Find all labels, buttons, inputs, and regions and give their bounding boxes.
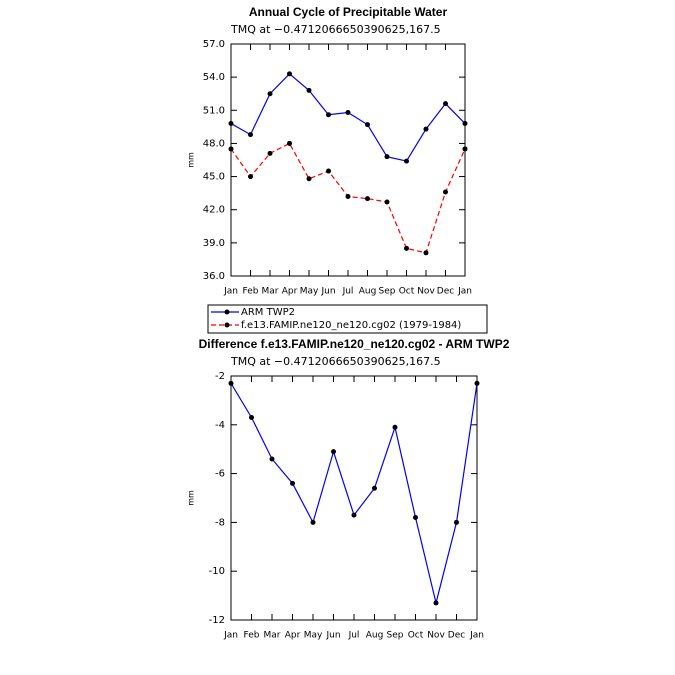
chart-title: Annual Cycle of Precipitable Water (249, 5, 448, 19)
legend-marker (224, 309, 230, 315)
y-tick-label: 54.0 (203, 72, 225, 83)
legend-box (207, 304, 488, 334)
x-tick-label: Jan (223, 631, 238, 641)
x-tick-label: Feb (243, 287, 259, 297)
data-point (351, 512, 357, 518)
plot-frame (230, 375, 478, 621)
data-point (248, 174, 253, 180)
x-tick-label: Nov (417, 287, 435, 297)
y-tick-label: 51.0 (203, 105, 225, 116)
x-tick-label: Apr (282, 287, 298, 297)
data-point (249, 414, 254, 420)
x-tick-label: Dec (437, 287, 454, 297)
chart-subtitle: TMQ at −0.4712066650390625,167.5 (230, 23, 441, 36)
y-tick-label: -8 (215, 517, 225, 528)
data-point (454, 519, 459, 525)
data-point (423, 126, 429, 132)
data-point (228, 146, 234, 152)
series-line (230, 383, 478, 604)
y-tick-label: -12 (209, 615, 225, 626)
data-point (287, 71, 292, 77)
legend-label: ARM TWP2 (241, 307, 295, 318)
y-tick-label: -10 (209, 566, 225, 577)
data-point (326, 112, 331, 118)
y-axis-label: mm (187, 152, 196, 168)
data-point (365, 122, 370, 128)
legend-label: f.e13.FAMIP.ne120_ne120.cg02 (1979-1984) (241, 320, 461, 331)
x-tick-label: Aug (359, 287, 377, 297)
data-point (269, 456, 275, 462)
data-point (267, 150, 273, 156)
data-point (310, 519, 316, 525)
data-point (404, 245, 409, 251)
y-tick-label: 39.0 (203, 238, 225, 249)
data-point (462, 121, 468, 127)
data-point (228, 121, 234, 127)
data-point (287, 140, 292, 146)
data-point (384, 199, 390, 205)
data-point (365, 196, 370, 202)
x-tick-label: Dec (448, 631, 465, 641)
data-point (392, 424, 398, 430)
data-point (248, 132, 253, 138)
data-point (413, 515, 418, 521)
x-tick-label: Oct (399, 287, 415, 297)
x-tick-label: Jun (320, 287, 335, 297)
x-tick-label: Mar (264, 631, 281, 641)
x-tick-label: Feb (244, 631, 260, 641)
data-point (372, 485, 377, 491)
data-point (326, 168, 331, 174)
data-point (228, 380, 234, 386)
x-tick-label: Jun (325, 631, 340, 641)
data-point (443, 101, 448, 107)
data-point (423, 250, 429, 256)
x-tick-label: Jan (469, 631, 484, 641)
data-point (345, 109, 351, 115)
data-point (331, 449, 336, 455)
data-point (345, 193, 351, 199)
x-tick-label: Jan (457, 287, 472, 297)
y-tick-label: 45.0 (203, 172, 225, 183)
x-tick-label: Sep (379, 287, 396, 297)
plot-frame (230, 43, 466, 277)
data-point (306, 176, 312, 182)
x-tick-label: Sep (387, 631, 404, 641)
chart-title: Difference f.e13.FAMIP.ne120_ne120.cg02 … (199, 337, 510, 351)
data-point (404, 158, 409, 164)
x-tick-label: Jan (223, 287, 238, 297)
y-tick-label: -2 (215, 371, 225, 382)
x-tick-label: May (300, 287, 319, 297)
y-tick-label: -6 (215, 469, 225, 480)
data-point (306, 87, 312, 93)
y-tick-label: 36.0 (203, 271, 225, 282)
data-point (462, 146, 468, 152)
data-point (443, 189, 448, 195)
data-point (474, 380, 480, 386)
x-tick-label: Aug (366, 631, 384, 641)
x-tick-label: Jul (348, 631, 360, 641)
y-tick-label: 57.0 (203, 39, 225, 50)
chart-subtitle: TMQ at −0.4712066650390625,167.5 (230, 355, 441, 368)
y-tick-label: 48.0 (203, 138, 225, 149)
x-tick-label: Nov (427, 631, 445, 641)
legend-marker (224, 322, 230, 328)
series-line (230, 73, 466, 162)
y-tick-label: -4 (215, 420, 225, 431)
x-tick-label: Jul (342, 287, 354, 297)
y-tick-label: 42.0 (203, 205, 225, 216)
data-point (267, 91, 273, 97)
x-tick-label: Apr (285, 631, 301, 641)
data-point (433, 600, 439, 606)
x-tick-label: Mar (262, 287, 279, 297)
data-point (384, 154, 390, 160)
x-tick-label: Oct (408, 631, 424, 641)
data-point (290, 480, 295, 486)
y-axis-label: mm (187, 490, 196, 506)
x-tick-label: May (304, 631, 323, 641)
